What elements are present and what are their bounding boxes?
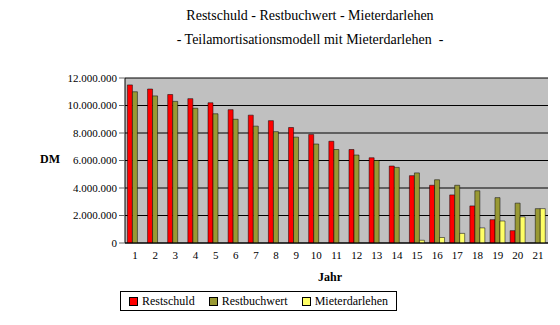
svg-text:3: 3 — [173, 249, 179, 261]
svg-text:7: 7 — [253, 249, 259, 261]
svg-text:13: 13 — [371, 249, 383, 261]
svg-text:21: 21 — [532, 249, 543, 261]
svg-text:14: 14 — [391, 249, 403, 261]
html-text:Restschuld - Restbuchwert - Mi: Restschuld - Restbuchwert - Mieterdarleh… — [186, 8, 434, 23]
svg-text:12: 12 — [351, 249, 362, 261]
svg-text:6: 6 — [233, 249, 239, 261]
svg-text:19: 19 — [492, 249, 504, 261]
html-text:DM: DM — [40, 152, 60, 166]
svg-text:4.000.000: 4.000.000 — [73, 182, 118, 194]
svg-text:16: 16 — [432, 249, 444, 261]
svg-text:10: 10 — [311, 249, 323, 261]
svg-text:17: 17 — [452, 249, 464, 261]
svg-text:12.000.000: 12.000.000 — [68, 72, 118, 84]
svg-text:11: 11 — [331, 249, 342, 261]
svg-text:2.000.000: 2.000.000 — [73, 209, 118, 221]
svg-text:2: 2 — [152, 249, 158, 261]
html-text:Restschuld: Restschuld — [142, 293, 195, 308]
svg-text:8.000.000: 8.000.000 — [73, 127, 118, 139]
svg-text:20: 20 — [512, 249, 524, 261]
svg-text:0: 0 — [112, 237, 118, 249]
svg-text:4: 4 — [193, 249, 199, 261]
html-text:Mieterdarlehen: Mieterdarlehen — [314, 293, 388, 308]
svg-text:5: 5 — [213, 249, 219, 261]
svg-text:15: 15 — [412, 249, 424, 261]
svg-text:1: 1 — [132, 249, 138, 261]
svg-text:6.000.000: 6.000.000 — [73, 154, 118, 166]
html-text:Restbuchwert: Restbuchwert — [221, 293, 288, 308]
svg-text:8: 8 — [273, 249, 279, 261]
html-text:- Teilamortisationsmodell mit: - Teilamortisationsmodell mit Mieterdarl… — [176, 32, 444, 47]
svg-text:18: 18 — [472, 249, 484, 261]
svg-text:9: 9 — [293, 249, 299, 261]
svg-text:10.000.000: 10.000.000 — [68, 99, 118, 111]
html-text:Jahr: Jahr — [318, 270, 342, 284]
